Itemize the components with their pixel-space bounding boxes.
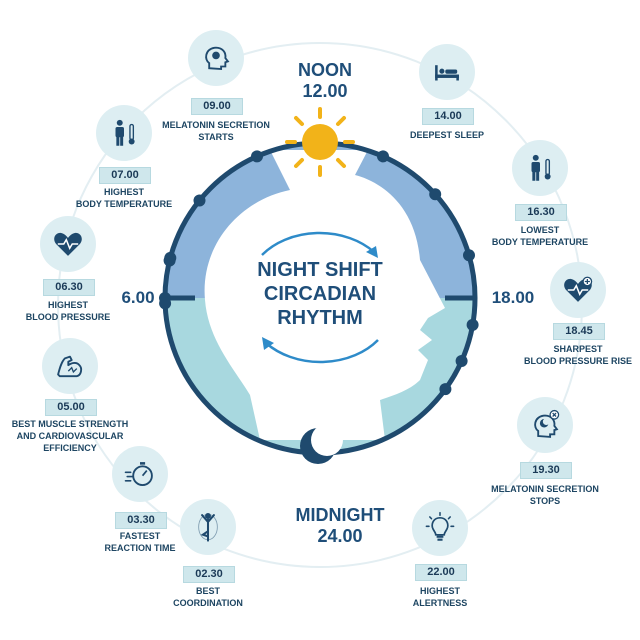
stopwatch-icon — [112, 446, 168, 502]
event-label: FASTEST REACTION TIME — [104, 531, 176, 553]
event-label: HIGHEST BLOOD PRESSURE — [25, 300, 111, 322]
time-marker-dot — [193, 194, 206, 207]
station-1930: 19.30 MELATONIN SECRETION STOPS — [491, 397, 599, 506]
lightbulb-icon — [412, 500, 468, 556]
time-markers — [159, 150, 479, 396]
time-marker-dot — [439, 383, 452, 396]
event-label: MELATONIN SECRETION STOPS — [491, 484, 599, 506]
station-0900: 09.00 MELATONIN SECRETION STARTS — [162, 30, 270, 142]
moon-icon — [300, 424, 343, 464]
station-0630: 06.30 HIGHEST BLOOD PRESSURE — [26, 216, 110, 322]
noon-label: NOON 12.00 — [298, 60, 352, 101]
midnight-label: MIDNIGHT 24.00 — [295, 505, 385, 546]
time-box: 06.30 — [43, 279, 95, 296]
heart-pulse-icon — [40, 216, 96, 272]
cycle-arrowhead-bottom — [262, 337, 274, 350]
time-marker-dot — [463, 249, 475, 262]
yoga-icon — [180, 499, 236, 555]
time-box: 07.00 — [99, 167, 151, 184]
center-title-line-3: RHYTHM — [277, 307, 363, 329]
center-title-line-2: CIRCADIAN — [263, 283, 377, 305]
cycle-arrowhead-top — [366, 246, 378, 258]
time-marker-dot — [429, 188, 442, 201]
arm-muscle-icon — [42, 338, 98, 394]
time-marker-dot — [251, 150, 263, 163]
station-0700: 07.00 HIGHEST BODY TEMPERATURE — [76, 105, 172, 209]
event-label: SHARPEST BLOOD PRESSURE RISE — [523, 344, 633, 366]
head-icon — [188, 30, 244, 86]
time-marker-dot — [466, 318, 479, 331]
time-marker-dot — [159, 297, 172, 310]
cycle-arrow-top — [261, 231, 375, 256]
event-label: BEST COORDINATION — [173, 586, 243, 608]
head-moon-x-icon — [517, 397, 573, 453]
right-time-label: 18.00 — [491, 288, 535, 307]
head-silhouette — [204, 150, 445, 440]
left-time-label: 6.00 — [121, 288, 155, 307]
station-0500: 05.00 BEST MUSCLE STRENGTH AND CARDIOVAS… — [12, 338, 128, 453]
time-box: 19.30 — [520, 462, 572, 479]
time-box: 05.00 — [45, 399, 97, 416]
station-1630: 16.30 LOWEST BODY TEMPERATURE — [492, 140, 588, 247]
time-box: 16.30 — [515, 204, 567, 221]
station-2200: 22.00 HIGHEST ALERTNESS — [412, 500, 468, 608]
event-label: LOWEST BODY TEMPERATURE — [491, 225, 589, 247]
center-title: NIGHT SHIFT CIRCADIAN RHYTHM — [230, 258, 410, 330]
cycle-arrow-bottom — [265, 339, 379, 364]
sun-icon — [285, 107, 355, 177]
time-box: 22.00 — [415, 564, 467, 581]
time-box: 18.45 — [553, 323, 605, 340]
event-label: HIGHEST BODY TEMPERATURE — [75, 187, 173, 209]
time-box: 03.30 — [115, 512, 167, 529]
station-1845: 18.45 SHARPEST BLOOD PRESSURE RISE — [524, 262, 632, 366]
time-marker-dot — [377, 150, 389, 163]
person-thermometer-icon — [96, 105, 152, 161]
heart-plus-icon — [550, 262, 606, 318]
bed-icon — [419, 44, 475, 100]
event-label: HIGHEST ALERTNESS — [412, 586, 468, 608]
event-label: DEEPEST SLEEP — [409, 130, 485, 140]
station-1400: 14.00 DEEPEST SLEEP — [410, 44, 484, 140]
station-0230: 02.30 BEST COORDINATION — [173, 499, 243, 608]
time-box: 02.30 — [183, 566, 235, 583]
event-label: BEST MUSCLE STRENGTH AND CARDIOVASCULAR … — [11, 419, 129, 453]
time-box: 09.00 — [191, 98, 243, 115]
time-marker-dot — [163, 254, 176, 267]
time-marker-dot — [455, 355, 468, 367]
person-thermometer-icon — [512, 140, 568, 196]
time-box: 14.00 — [422, 108, 474, 125]
station-0330: 03.30 FASTEST REACTION TIME — [105, 446, 176, 553]
center-title-line-1: NIGHT SHIFT — [257, 259, 383, 281]
event-label: MELATONIN SECRETION STARTS — [162, 120, 270, 142]
